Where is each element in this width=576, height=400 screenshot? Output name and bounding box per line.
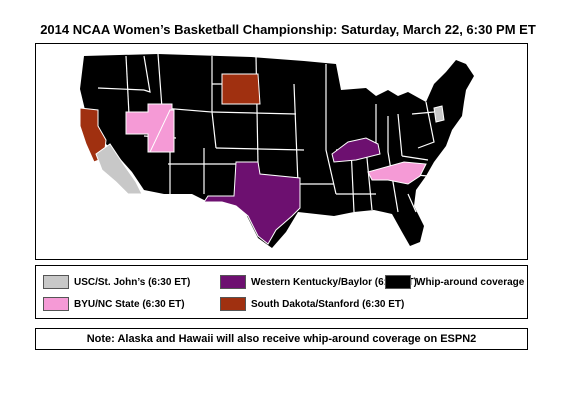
region-north-carolina <box>367 161 427 185</box>
region-utah-east <box>149 109 175 153</box>
region-texas <box>203 161 301 245</box>
us-map-svg <box>79 53 474 248</box>
legend-label: Western Kentucky/Baylor (6:30 ET) <box>251 276 417 288</box>
us-coverage-map <box>35 43 528 260</box>
legend-item-south-dakota-stanford: South Dakota/Stanford (6:30 ET) <box>220 297 404 311</box>
legend-item-byu-nc-state: BYU/NC State (6:30 ET) <box>43 297 185 311</box>
coverage-note: Note: Alaska and Hawaii will also receiv… <box>35 328 528 350</box>
region-kentucky <box>331 137 381 163</box>
legend-item-usc-st-johns: USC/St. John’s (6:30 ET) <box>43 275 190 289</box>
legend-label: BYU/NC State (6:30 ET) <box>74 298 185 310</box>
legend-label: USC/St. John’s (6:30 ET) <box>74 276 191 288</box>
region-new-york-city-area <box>433 105 445 123</box>
legend-item-western-kentucky-baylor: Western Kentucky/Baylor (6:30 ET) <box>220 275 417 289</box>
legend-label: South Dakota/Stanford (6:30 ET) <box>251 298 405 310</box>
region-south-dakota <box>221 73 261 105</box>
legend-label: Whip-around coverage <box>416 276 525 288</box>
legend-swatch <box>385 275 411 289</box>
legend-item-whip-around: Whip-around coverage <box>385 275 524 289</box>
region-southern-california <box>95 143 143 195</box>
legend-swatch <box>220 297 246 311</box>
map-whip-around-region <box>80 54 474 248</box>
map-legend: USC/St. John’s (6:30 ET) Western Kentuck… <box>35 265 528 319</box>
legend-swatch <box>43 275 69 289</box>
legend-swatch <box>43 297 69 311</box>
legend-swatch <box>220 275 246 289</box>
map-title: 2014 NCAA Women’s Basketball Championshi… <box>40 22 536 37</box>
